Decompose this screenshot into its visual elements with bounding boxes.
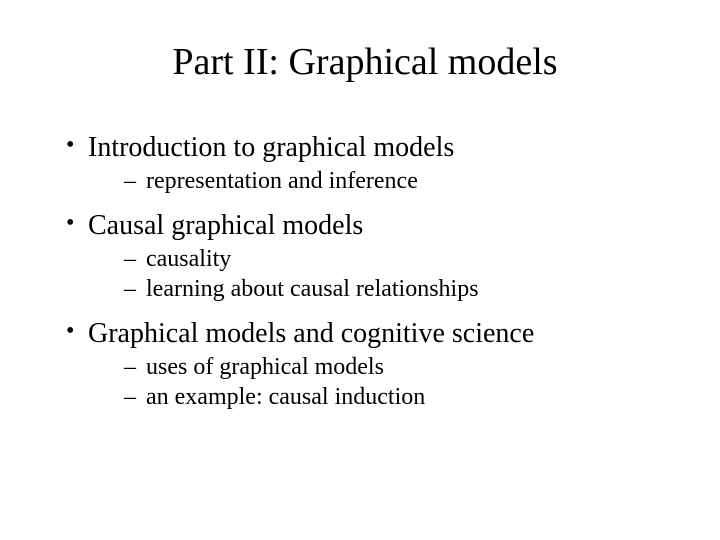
bullet-list: Introduction to graphical models represe… [60,132,670,412]
bullet-text: Graphical models and cognitive science [88,318,534,349]
slide-title: Part II: Graphical models [60,40,670,84]
sub-list: causality learning about causal relation… [88,244,670,304]
bullet-item: Introduction to graphical models represe… [60,132,670,196]
sub-item: causality [88,244,670,274]
sub-list: uses of graphical models an example: cau… [88,352,670,412]
sub-item: uses of graphical models [88,352,670,382]
bullet-item: Causal graphical models causality learni… [60,210,670,304]
sub-item: an example: causal induction [88,382,670,412]
sub-list: representation and inference [88,166,670,196]
bullet-item: Graphical models and cognitive science u… [60,318,670,412]
bullet-text: Introduction to graphical models [88,132,454,163]
bullet-text: Causal graphical models [88,210,363,241]
sub-item: learning about causal relationships [88,274,670,304]
sub-item: representation and inference [88,166,670,196]
